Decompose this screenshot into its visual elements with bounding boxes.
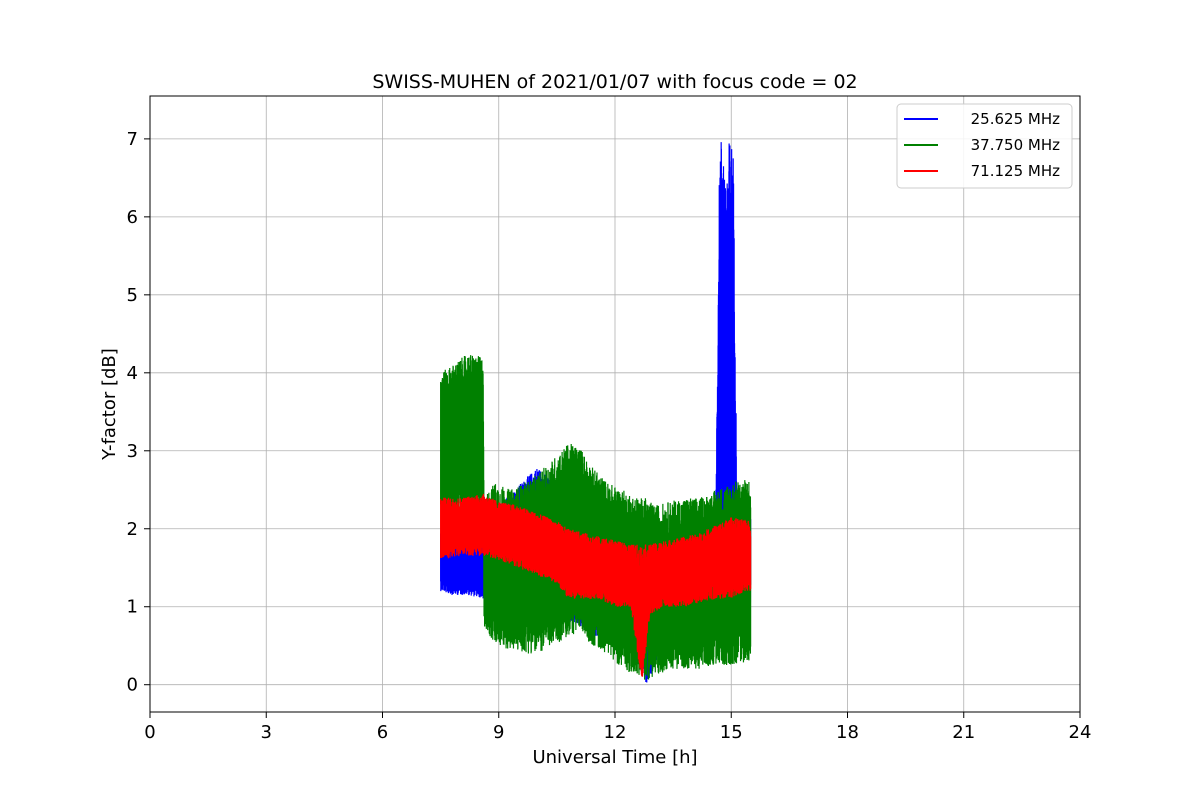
x-axis-label: Universal Time [h]: [532, 747, 697, 768]
x-tick-label: 3: [261, 722, 272, 743]
x-tick-label: 15: [720, 722, 743, 743]
y-tick-label: 5: [127, 285, 138, 306]
x-tick-label: 18: [836, 722, 859, 743]
y-tick-label: 6: [127, 207, 138, 228]
series-layer: [440, 142, 752, 683]
legend: 25.625 MHz 37.750 MHz 71.125 MHz: [896, 103, 1073, 189]
x-tick-label: 12: [604, 722, 627, 743]
legend-box: [896, 103, 1073, 189]
y-tick-label: 7: [127, 129, 138, 150]
y-axis-label: Y-factor [dB]: [99, 348, 120, 461]
y-tick-label: 4: [127, 363, 138, 384]
x-tick-label: 24: [1069, 722, 1092, 743]
y-tick-label: 3: [127, 441, 138, 462]
x-tick-label: 0: [144, 722, 155, 743]
legend-label: 25.625 MHz: [971, 110, 1060, 128]
series-line: [440, 493, 752, 677]
legend-label: 71.125 MHz: [971, 162, 1060, 180]
x-tick-label: 9: [493, 722, 504, 743]
y-tick-label: 2: [127, 519, 138, 540]
legend-label: 37.750 MHz: [971, 136, 1060, 154]
y-tick-label: 0: [127, 675, 138, 696]
x-tick-label: 21: [952, 722, 975, 743]
chart-title: SWISS-MUHEN of 2021/01/07 with focus cod…: [372, 71, 857, 93]
y-tick-label: 1: [127, 597, 138, 618]
x-tick-label: 6: [377, 722, 388, 743]
